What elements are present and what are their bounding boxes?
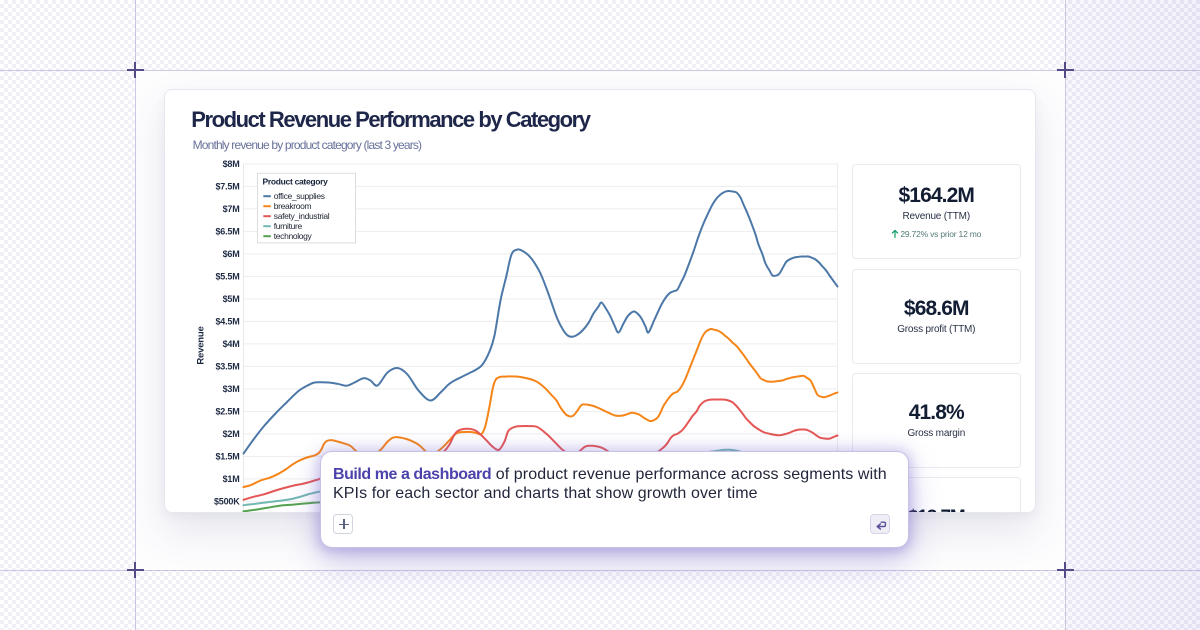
svg-text:Product category: Product category: [262, 176, 328, 186]
svg-text:Revenue: Revenue: [195, 326, 206, 364]
svg-text:$7.5M: $7.5M: [215, 181, 239, 191]
svg-text:$4M: $4M: [222, 339, 239, 349]
svg-text:breakroom: breakroom: [273, 201, 311, 211]
svg-text:$500K: $500K: [213, 496, 239, 506]
svg-text:safety_industrial: safety_industrial: [273, 211, 329, 221]
svg-text:$5M: $5M: [222, 294, 239, 304]
svg-text:$2M: $2M: [222, 429, 239, 439]
svg-text:$6.5M: $6.5M: [215, 226, 239, 236]
svg-text:$4.5M: $4.5M: [215, 316, 239, 326]
svg-text:$1.5M: $1.5M: [215, 451, 239, 461]
svg-text:furniture: furniture: [273, 221, 302, 231]
svg-text:$3M: $3M: [222, 384, 239, 394]
svg-text:$6M: $6M: [222, 249, 239, 259]
svg-text:$3.5M: $3.5M: [215, 361, 239, 371]
svg-text:$8M: $8M: [222, 159, 239, 169]
svg-text:$5.5M: $5.5M: [215, 271, 239, 281]
svg-text:office_supplies: office_supplies: [273, 191, 324, 201]
svg-text:$7M: $7M: [222, 204, 239, 214]
svg-text:$1M: $1M: [222, 474, 239, 484]
svg-text:technology: technology: [273, 231, 312, 241]
svg-text:$2.5M: $2.5M: [215, 406, 239, 416]
